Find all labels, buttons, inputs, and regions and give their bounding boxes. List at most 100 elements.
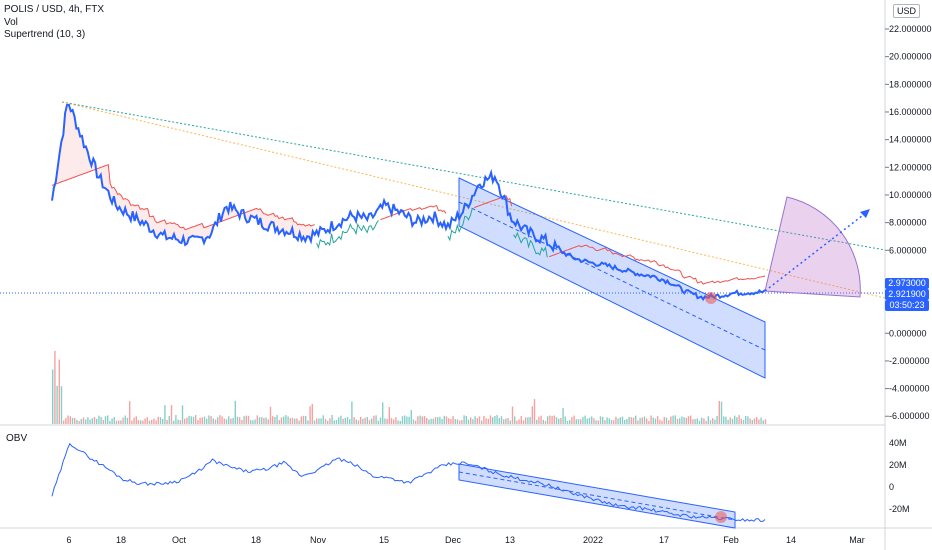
volume-bar xyxy=(747,416,749,424)
volume-bar xyxy=(214,419,217,424)
volume-bar xyxy=(63,420,65,424)
volume-bar xyxy=(302,415,305,424)
projection-arrow[interactable] xyxy=(764,211,868,292)
volume-bar xyxy=(234,400,236,424)
orange-trend-line[interactable] xyxy=(61,101,886,299)
price-tag-countdown: 03:50:23 xyxy=(885,300,929,311)
legend-volume[interactable]: Vol xyxy=(4,17,18,28)
volume-bar xyxy=(351,401,353,424)
volume-bar xyxy=(217,417,219,424)
volume-bar xyxy=(404,415,406,424)
volume-bar xyxy=(278,420,280,424)
volume-bar xyxy=(331,415,333,424)
volume-bar xyxy=(239,417,241,424)
volume-bar xyxy=(461,420,463,424)
volume-bar xyxy=(247,415,250,424)
volume-bar xyxy=(718,401,720,424)
volume-bar xyxy=(287,416,289,424)
volume-bar xyxy=(344,418,346,424)
volume-bar xyxy=(525,417,527,424)
volume-bar xyxy=(566,421,569,424)
volume-bar xyxy=(401,416,404,424)
price-axis-label: 10.000000 xyxy=(889,190,932,200)
price-regression-channel[interactable] xyxy=(458,177,766,379)
volume-bar xyxy=(362,418,364,424)
volume-bar xyxy=(421,416,423,424)
volume-bar xyxy=(368,420,371,424)
volume-bar xyxy=(162,419,164,424)
time-axis[interactable]: 6 18 Oct 18 Nov 15 Dec 13 2022 17 Feb 14 Mar xyxy=(66,535,864,545)
volume-bar xyxy=(714,419,716,424)
volume-bar xyxy=(395,417,397,424)
volume-bar xyxy=(434,417,437,424)
volume-bar xyxy=(540,415,542,424)
volume-bar xyxy=(85,419,87,424)
volume-bar xyxy=(731,418,734,424)
volume-bar xyxy=(646,418,648,424)
volume-bar xyxy=(639,418,641,424)
volume-bar xyxy=(131,420,133,424)
volume-bar xyxy=(137,420,140,424)
volume-bar xyxy=(703,418,705,424)
obv-axis-label: 0 xyxy=(889,482,894,492)
fib-speed-fan[interactable] xyxy=(764,196,861,298)
volume-bar xyxy=(489,415,492,424)
volume-bar xyxy=(82,417,85,424)
obv-axis[interactable]: 40M 20M 0 -20M xyxy=(889,438,910,514)
volume-bar xyxy=(553,415,555,424)
volume-bar xyxy=(243,416,245,424)
volume-bar xyxy=(738,415,740,424)
volume-bar xyxy=(206,418,208,424)
volume-bar xyxy=(179,420,181,424)
volume-bar xyxy=(734,415,736,424)
obv-marker-circle[interactable] xyxy=(715,511,727,523)
volume-bar xyxy=(758,419,760,424)
volume-bar xyxy=(60,386,63,424)
volume-bar xyxy=(687,416,690,424)
time-axis-label: Oct xyxy=(172,535,187,545)
volume-bar xyxy=(256,415,258,424)
green-trend-line[interactable] xyxy=(61,101,886,251)
currency-button[interactable]: USD xyxy=(892,4,920,18)
volume-bar xyxy=(388,407,390,424)
volume-bar xyxy=(298,420,300,424)
volume-bar xyxy=(67,415,69,424)
volume-bar xyxy=(760,417,762,424)
volume-bar xyxy=(379,417,382,424)
volume-bar xyxy=(333,420,335,424)
volume-bar xyxy=(742,420,745,424)
volume-bar xyxy=(91,418,93,424)
volume-bar xyxy=(582,416,584,424)
volume-bar xyxy=(575,419,577,424)
legend-supertrend[interactable]: Supertrend (10, 3) xyxy=(4,29,86,40)
volume-bar xyxy=(254,419,256,424)
legend-symbol[interactable]: POLIS / USD, 4h, FTX xyxy=(4,4,105,15)
volume-bar xyxy=(289,418,291,424)
volume-bar xyxy=(265,417,267,424)
volume-bar xyxy=(492,417,494,424)
volume-bar xyxy=(349,419,351,424)
volume-bar xyxy=(599,416,602,424)
volume-bar xyxy=(459,420,461,424)
price-series-line[interactable] xyxy=(51,103,766,302)
price-axis-label: 16.000000 xyxy=(889,107,932,117)
volume-bar xyxy=(602,417,604,424)
price-marker-circle[interactable] xyxy=(705,292,717,304)
price-axis-label: 8.000000 xyxy=(889,218,927,228)
volume-bar xyxy=(606,417,608,424)
volume-bar xyxy=(109,421,111,424)
volume-bar xyxy=(650,415,652,424)
volume-bar xyxy=(608,418,610,424)
price-axis-label: 0.000000 xyxy=(889,328,927,338)
volume-bar xyxy=(382,402,384,424)
volume-bar xyxy=(107,415,109,424)
price-axis[interactable]: 22.000000 20.000000 18.000000 16.000000 14.0… xyxy=(885,24,932,421)
obv-series-line[interactable] xyxy=(51,442,766,522)
volume-bar xyxy=(340,415,342,424)
volume-bar xyxy=(291,417,294,424)
volume-bar xyxy=(159,417,162,424)
obv-indicator-label[interactable]: OBV xyxy=(6,433,28,444)
volume-bar xyxy=(670,416,672,424)
volume-bar xyxy=(410,410,412,424)
